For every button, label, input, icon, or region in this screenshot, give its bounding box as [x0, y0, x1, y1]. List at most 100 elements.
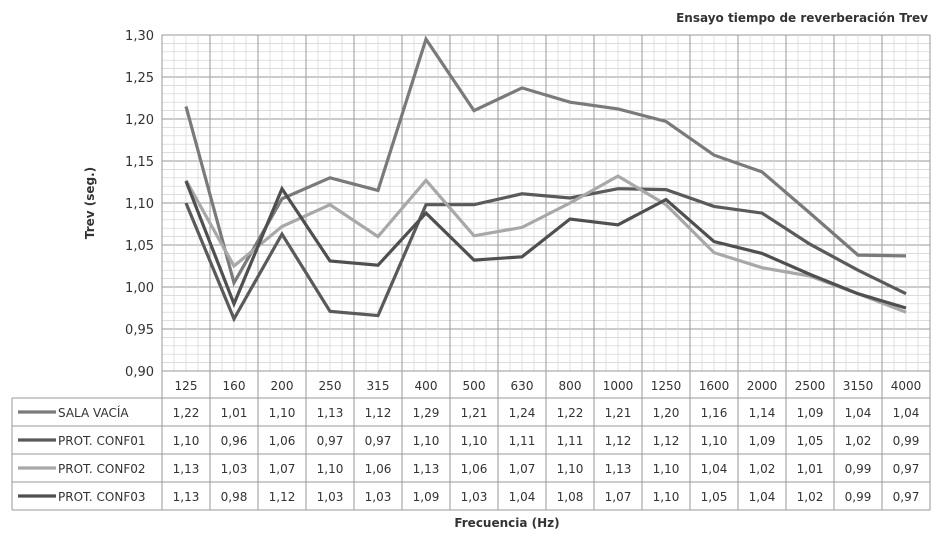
x-tick-label: 4000	[891, 379, 922, 393]
data-label: 0,97	[893, 462, 920, 476]
data-label: 0,99	[845, 490, 872, 504]
data-label: 0,98	[221, 490, 248, 504]
data-label: 1,14	[749, 406, 776, 420]
legend-entry: PROT. CONF01	[58, 434, 146, 448]
data-label: 0,96	[221, 434, 248, 448]
data-label: 1,22	[173, 406, 200, 420]
data-label: 1,21	[461, 406, 488, 420]
data-label: 1,12	[653, 434, 680, 448]
data-label: 1,12	[269, 490, 296, 504]
y-tick-label: 1,10	[125, 197, 154, 212]
data-label: 1,10	[653, 462, 680, 476]
data-label: 1,08	[557, 490, 584, 504]
data-label: 1,03	[365, 490, 392, 504]
y-tick-label: 1,05	[125, 239, 154, 254]
data-label: 1,03	[461, 490, 488, 504]
data-label: 1,24	[509, 406, 536, 420]
x-tick-label: 125	[175, 379, 198, 393]
x-tick-label: 2000	[747, 379, 778, 393]
data-label: 1,02	[749, 462, 776, 476]
x-axis-label: Frecuencia (Hz)	[454, 516, 559, 530]
data-label: 1,03	[221, 462, 248, 476]
data-label: 1,04	[509, 490, 536, 504]
data-label: 1,07	[605, 490, 632, 504]
x-tick-label: 315	[367, 379, 390, 393]
data-label: 0,99	[893, 434, 920, 448]
data-label: 1,04	[893, 406, 920, 420]
data-label: 1,06	[461, 462, 488, 476]
data-label: 1,02	[845, 434, 872, 448]
data-label: 1,20	[653, 406, 680, 420]
x-tick-label: 500	[463, 379, 486, 393]
data-label: 1,13	[317, 406, 344, 420]
x-tick-label: 2500	[795, 379, 826, 393]
data-label: 1,12	[365, 406, 392, 420]
x-tick-label: 1250	[651, 379, 682, 393]
y-tick-label: 1,20	[125, 113, 154, 128]
data-table: 125 160 200 250 315 400 500 630 800 1000 1250 1600 2…	[11, 370, 931, 511]
data-label: 0,97	[317, 434, 344, 448]
y-tick-label: 0,90	[125, 365, 154, 380]
x-tick-label: 1000	[603, 379, 634, 393]
data-label: 1,07	[269, 462, 296, 476]
data-label: 1,02	[797, 490, 824, 504]
data-label: 1,10	[317, 462, 344, 476]
data-label: 1,03	[317, 490, 344, 504]
y-axis-label: Trev (seg.)	[83, 167, 97, 239]
legend-entry: PROT. CONF03	[58, 490, 146, 504]
data-label: 1,29	[413, 406, 440, 420]
data-label: 1,13	[173, 490, 200, 504]
data-label: 1,11	[557, 434, 584, 448]
x-tick-label: 3150	[843, 379, 874, 393]
series-line-4	[184, 180, 907, 310]
y-tick-label: 1,30	[125, 29, 154, 44]
x-tick-label: 200	[271, 379, 294, 393]
x-tick-label: 400	[415, 379, 438, 393]
data-label: 1,07	[509, 462, 536, 476]
data-label: 1,04	[749, 490, 776, 504]
data-label: 1,10	[413, 434, 440, 448]
data-label: 0,97	[893, 490, 920, 504]
data-label: 0,97	[365, 434, 392, 448]
data-label: 1,22	[557, 406, 584, 420]
data-label: 1,10	[701, 434, 728, 448]
data-label: 1,04	[701, 462, 728, 476]
x-tick-label: 630	[511, 379, 534, 393]
data-label: 1,01	[797, 462, 824, 476]
data-label: 1,12	[605, 434, 632, 448]
chart-title: Ensayo tiempo de reverberación Trev	[676, 11, 928, 25]
data-label: 1,06	[365, 462, 392, 476]
data-label: 1,10	[461, 434, 488, 448]
y-axis: 0,90 0,95 1,00 1,05 1,10 1,15 1,20 1,25 1,30	[125, 29, 154, 380]
data-label: 1,01	[221, 406, 248, 420]
x-tick-label: 250	[319, 379, 342, 393]
data-label: 0,99	[845, 462, 872, 476]
legend-entry: SALA VACÍA	[58, 405, 129, 420]
data-label: 1,21	[605, 406, 632, 420]
series-line-2	[184, 187, 907, 323]
y-tick-label: 1,15	[125, 155, 154, 170]
series-line-1	[184, 35, 907, 287]
data-label: 1,11	[509, 434, 536, 448]
y-tick-label: 0,95	[125, 323, 154, 338]
data-label: 1,05	[701, 490, 728, 504]
data-label: 1,05	[797, 434, 824, 448]
data-label: 1,06	[269, 434, 296, 448]
x-tick-label: 160	[223, 379, 246, 393]
x-tick-label: 1600	[699, 379, 730, 393]
data-label: 1,13	[173, 462, 200, 476]
data-label: 1,10	[653, 490, 680, 504]
data-label: 1,13	[605, 462, 632, 476]
series-lines	[184, 35, 907, 323]
data-label: 1,09	[413, 490, 440, 504]
data-label: 1,10	[173, 434, 200, 448]
data-label: 1,13	[413, 462, 440, 476]
x-tick-label: 800	[559, 379, 582, 393]
data-label: 1,09	[797, 406, 824, 420]
data-label: 1,16	[701, 406, 728, 420]
legend-entry: PROT. CONF02	[58, 462, 146, 476]
y-tick-label: 1,00	[125, 281, 154, 296]
data-label: 1,04	[845, 406, 872, 420]
data-label: 1,10	[557, 462, 584, 476]
